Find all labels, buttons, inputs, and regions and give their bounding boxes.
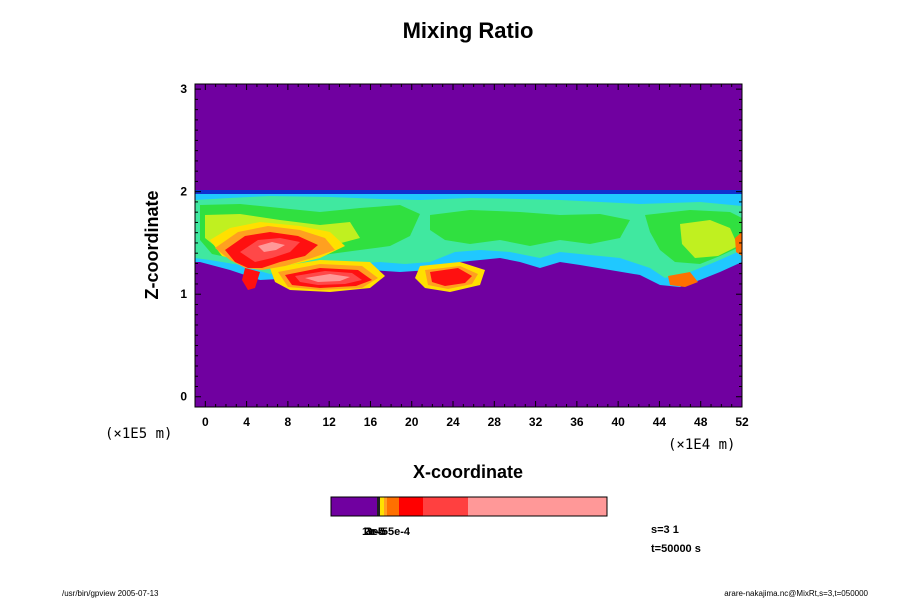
x-tick-label: 4 (243, 415, 250, 429)
y-tick-label: 0 (180, 390, 187, 404)
x-tick-label: 0 (202, 415, 209, 429)
colorbar-frame (330, 496, 608, 517)
x-axis-title: X-coordinate (413, 462, 523, 482)
y-axis-ticks: 0 1 2 3 (180, 82, 742, 404)
x-axis-ticks: 0 4 8 12 16 20 24 28 32 36 40 44 48 52 (202, 84, 749, 429)
colorbar-label-1: 1e-5 (362, 526, 384, 538)
x-tick-label: 32 (529, 415, 543, 429)
time-info: t=50000 s (651, 543, 701, 555)
x-tick-label: 48 (694, 415, 708, 429)
colorbar-label-4: 5e-4 (388, 526, 411, 538)
y-axis-title: Z-coordinate (142, 190, 162, 299)
x-tick-label: 52 (735, 415, 749, 429)
footer-right: arare-nakajima.nc@MixRt,s=3,t=050000 (724, 589, 868, 598)
colorbar-swatch-purple (331, 497, 377, 516)
plot-frame (194, 83, 743, 408)
colorbar-swatch-red (399, 497, 423, 516)
x-tick-label: 8 (285, 415, 292, 429)
x-tick-label: 16 (364, 415, 378, 429)
x-tick-label: 24 (446, 415, 460, 429)
footer-left: /usr/bin/gpview 2005-07-13 (62, 589, 159, 598)
colorbar-swatch-coral (423, 497, 468, 516)
colorbar-swatch-orange (387, 497, 399, 516)
colorbar-label-3: 3e-5 (366, 526, 388, 538)
chart-title: Mixing Ratio (403, 18, 534, 43)
x-unit-label: (×1E4 m) (668, 437, 735, 453)
colorbar: 1e-5 2e-5 3e-5 5e-4 (330, 496, 608, 538)
slice-info: s=3 1 (651, 524, 679, 536)
y-unit-label: (×1E5 m) (105, 426, 172, 442)
y-tick-label: 3 (180, 82, 187, 96)
colorbar-label-2: 2e-5 (364, 526, 386, 538)
colorbar-swatch-light-orange (384, 497, 387, 516)
x-tick-label: 28 (488, 415, 502, 429)
x-tick-label: 20 (405, 415, 419, 429)
heatmap-field (195, 190, 742, 292)
x-tick-label: 36 (570, 415, 584, 429)
x-tick-label: 44 (653, 415, 667, 429)
x-tick-label: 12 (322, 415, 336, 429)
colorbar-swatch-pink (468, 497, 607, 516)
y-tick-label: 1 (180, 287, 187, 301)
colorbar-swatch-dark (377, 497, 380, 516)
y-tick-label: 2 (180, 185, 187, 199)
colorbar-swatch-yellow (380, 497, 384, 516)
x-tick-label: 40 (611, 415, 625, 429)
